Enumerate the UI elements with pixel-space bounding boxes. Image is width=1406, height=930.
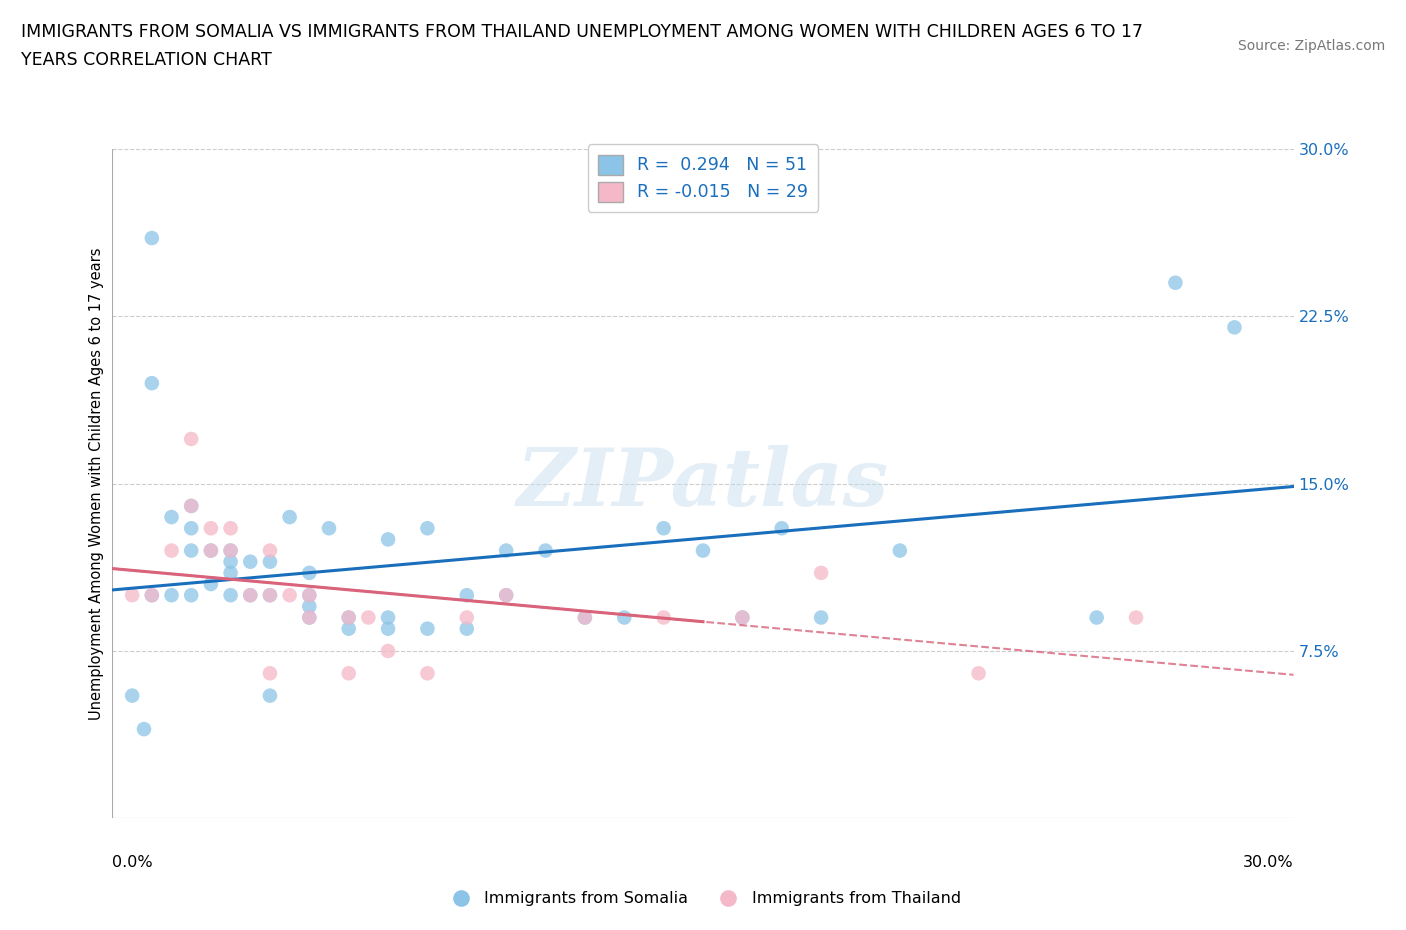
Point — [180, 588, 202, 603]
Point — [1085, 610, 1108, 625]
Point — [239, 588, 262, 603]
Point — [298, 610, 321, 625]
Point — [692, 543, 714, 558]
Point — [298, 599, 321, 614]
Point — [141, 588, 163, 603]
Point — [259, 543, 281, 558]
Point — [259, 588, 281, 603]
Point — [219, 588, 242, 603]
Point — [810, 610, 832, 625]
Point — [495, 588, 517, 603]
Point — [180, 521, 202, 536]
Text: IMMIGRANTS FROM SOMALIA VS IMMIGRANTS FROM THAILAND UNEMPLOYMENT AMONG WOMEN WIT: IMMIGRANTS FROM SOMALIA VS IMMIGRANTS FR… — [21, 23, 1143, 41]
Point — [337, 621, 360, 636]
Point — [337, 610, 360, 625]
Point — [141, 376, 163, 391]
Text: YEARS CORRELATION CHART: YEARS CORRELATION CHART — [21, 51, 271, 69]
Point — [180, 432, 202, 446]
Point — [200, 543, 222, 558]
Point — [278, 588, 301, 603]
Point — [278, 510, 301, 525]
Text: Source: ZipAtlas.com: Source: ZipAtlas.com — [1237, 39, 1385, 53]
Point — [239, 554, 262, 569]
Point — [219, 543, 242, 558]
Point — [200, 521, 222, 536]
Point — [141, 231, 163, 246]
Point — [219, 543, 242, 558]
Point — [160, 543, 183, 558]
Point — [652, 610, 675, 625]
Text: ZIPatlas: ZIPatlas — [517, 445, 889, 523]
Point — [613, 610, 636, 625]
Point — [180, 498, 202, 513]
Point — [121, 688, 143, 703]
Point — [456, 610, 478, 625]
Point — [298, 588, 321, 603]
Point — [456, 621, 478, 636]
Point — [456, 588, 478, 603]
Point — [967, 666, 990, 681]
Point — [731, 610, 754, 625]
Legend: R =  0.294   N = 51, R = -0.015   N = 29: R = 0.294 N = 51, R = -0.015 N = 29 — [588, 144, 818, 212]
Point — [337, 666, 360, 681]
Point — [377, 610, 399, 625]
Text: 30.0%: 30.0% — [1243, 856, 1294, 870]
Point — [298, 610, 321, 625]
Point — [889, 543, 911, 558]
Point — [132, 722, 155, 737]
Point — [219, 521, 242, 536]
Point — [180, 543, 202, 558]
Point — [259, 588, 281, 603]
Point — [574, 610, 596, 625]
Point — [377, 532, 399, 547]
Point — [337, 610, 360, 625]
Point — [810, 565, 832, 580]
Point — [770, 521, 793, 536]
Point — [121, 588, 143, 603]
Point — [219, 554, 242, 569]
Point — [1223, 320, 1246, 335]
Point — [318, 521, 340, 536]
Point — [357, 610, 380, 625]
Y-axis label: Unemployment Among Women with Children Ages 6 to 17 years: Unemployment Among Women with Children A… — [89, 247, 104, 720]
Point — [200, 543, 222, 558]
Point — [495, 588, 517, 603]
Point — [534, 543, 557, 558]
Point — [219, 565, 242, 580]
Legend: Immigrants from Somalia, Immigrants from Thailand: Immigrants from Somalia, Immigrants from… — [439, 885, 967, 912]
Point — [160, 510, 183, 525]
Point — [416, 666, 439, 681]
Point — [416, 521, 439, 536]
Point — [574, 610, 596, 625]
Text: 0.0%: 0.0% — [112, 856, 153, 870]
Point — [1164, 275, 1187, 290]
Point — [377, 644, 399, 658]
Point — [259, 666, 281, 681]
Point — [1125, 610, 1147, 625]
Point — [160, 588, 183, 603]
Point — [259, 554, 281, 569]
Point — [200, 577, 222, 591]
Point — [298, 588, 321, 603]
Point — [141, 588, 163, 603]
Point — [180, 498, 202, 513]
Point — [259, 688, 281, 703]
Point — [298, 565, 321, 580]
Point — [377, 621, 399, 636]
Point — [652, 521, 675, 536]
Point — [239, 588, 262, 603]
Point — [731, 610, 754, 625]
Point — [416, 621, 439, 636]
Point — [495, 543, 517, 558]
